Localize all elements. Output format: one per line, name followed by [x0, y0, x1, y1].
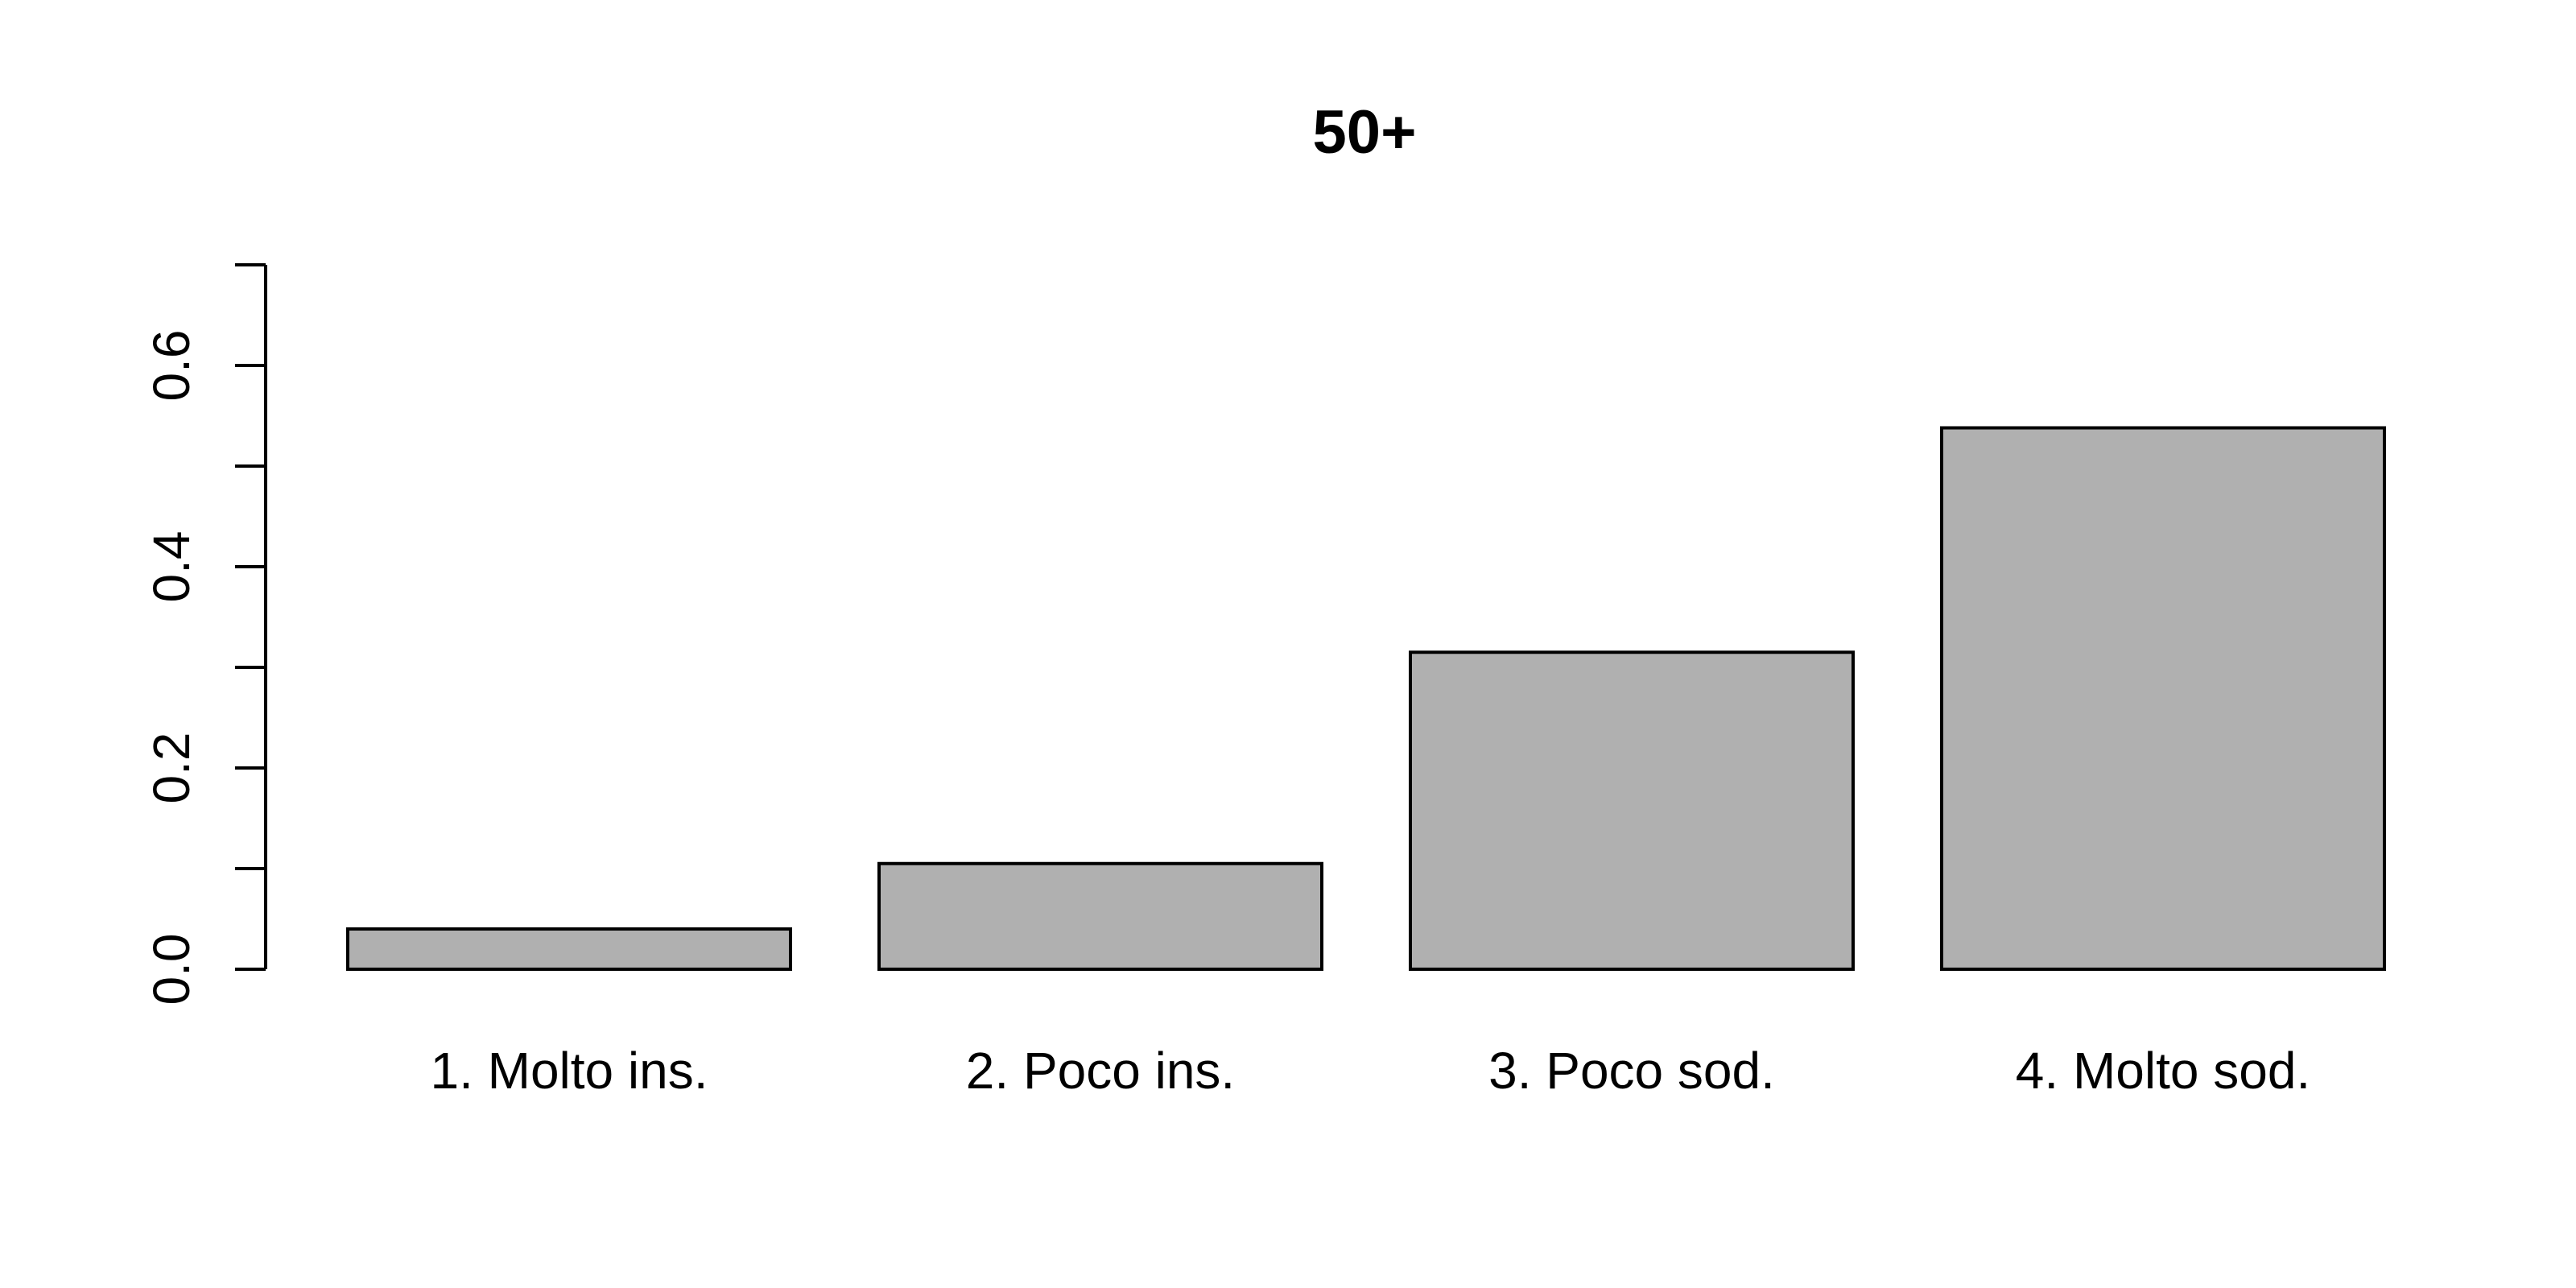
x-category-label: 4. Molto sod. [2016, 1042, 2310, 1100]
bar [1940, 426, 2386, 971]
bar [346, 927, 792, 971]
x-axis-labels: 1. Molto ins. 2. Poco ins. 3. Poco sod. 4. … [430, 1042, 2310, 1100]
bar [877, 861, 1323, 971]
x-category-label: 2. Poco ins. [966, 1042, 1235, 1100]
y-tick-label: 0.2 [142, 733, 200, 804]
y-tick-label: 0.0 [142, 934, 200, 1005]
y-axis: 0.0 0.2 0.4 0.6 [142, 263, 267, 1005]
y-tick-label: 0.6 [142, 330, 200, 402]
bars-group [346, 426, 2386, 971]
bar [1409, 650, 1855, 971]
y-tick-label: 0.4 [142, 531, 200, 603]
x-category-label: 3. Poco sod. [1488, 1042, 1775, 1100]
chart-title: 50+ [1313, 98, 1417, 167]
x-category-label: 1. Molto ins. [430, 1042, 708, 1100]
